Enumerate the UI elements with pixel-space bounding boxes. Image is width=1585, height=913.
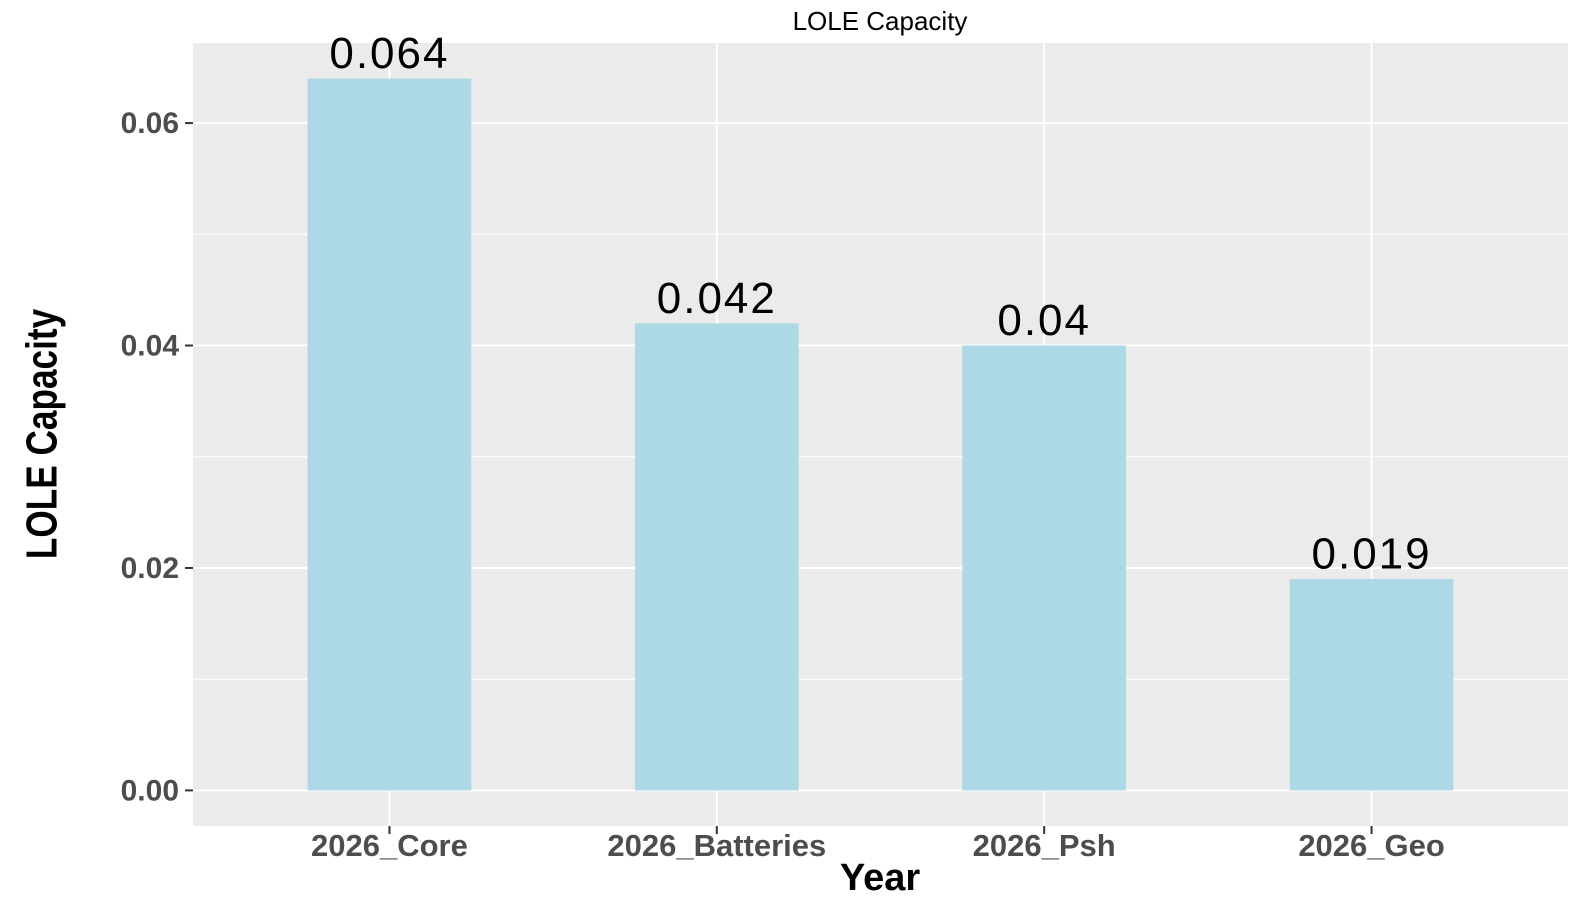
data-label: 0.064 [329,29,449,78]
y-axis-label: LOLE Capacity [18,309,67,559]
y-tick-label: 0.04 [121,329,180,362]
y-tick-label: 0.02 [121,552,179,585]
bar [962,345,1127,791]
y-tick-label: 0.00 [121,774,179,807]
chart-title: LOLE Capacity [793,6,968,36]
data-label: 0.042 [657,274,777,323]
x-tick-label: 2026_Core [311,828,468,863]
bar [307,78,472,791]
bar [634,323,799,791]
bar [1289,579,1454,791]
y-tick-label: 0.06 [121,107,179,140]
x-tick-label: 2026_Batteries [607,828,826,863]
data-label: 0.019 [1312,530,1432,579]
data-label: 0.04 [997,296,1091,345]
x-tick-label: 2026_Geo [1298,828,1445,863]
x-axis-label: Year [840,857,921,899]
x-tick-label: 2026_Psh [973,828,1116,863]
marks [307,78,1454,791]
